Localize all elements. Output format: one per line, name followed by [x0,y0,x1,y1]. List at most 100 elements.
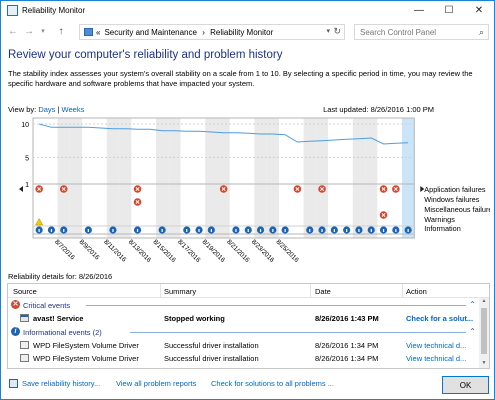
check-solution-link[interactable]: Check for a solut... [406,314,474,323]
search-icon[interactable]: ⌕ [478,27,484,37]
view-technical-details-link[interactable]: View technical d... [406,341,467,350]
view-technical-details-link[interactable]: View technical d... [406,354,467,363]
information-event-icon-mark [50,229,53,232]
chart-day-column[interactable] [156,118,169,238]
chart-day-column[interactable] [266,118,279,238]
save-reliability-history-link[interactable]: Save reliability history... [22,379,101,388]
scroll-left-icon[interactable] [19,186,23,192]
chart-day-column[interactable] [242,118,255,238]
scroll-up-icon[interactable]: ▲ [481,298,487,304]
chart-day-column[interactable] [192,118,206,238]
column-divider[interactable] [402,284,403,298]
chart-day-column[interactable] [279,118,292,238]
chart-day-column[interactable] [328,118,341,238]
check-for-solutions-link[interactable]: Check for solutions to all problems ... [211,379,334,388]
chart-day-column[interactable] [229,118,243,238]
view-all-problem-reports-link[interactable]: View all problem reports [116,379,197,388]
ok-button[interactable]: OK [442,376,489,394]
informational-events-group[interactable]: i Informational events (2) ⌃ [8,326,478,338]
x-tick-label: 8/15/2016 [151,238,177,264]
table-row[interactable]: avast! Service Stopped working 8/26/2016… [8,312,478,324]
save-icon [9,379,18,388]
information-event-icon-mark [38,229,40,232]
column-header-action[interactable]: Action [406,287,427,296]
chart-day-column[interactable] [377,118,390,238]
forward-button[interactable]: → [24,26,34,37]
column-divider[interactable] [160,284,161,298]
breadcrumb-reliability-monitor[interactable]: Reliability Monitor [210,28,274,37]
chart-day-column[interactable] [291,118,304,238]
address-dropdown-icon[interactable]: ▾ [326,28,330,35]
search-box[interactable]: ⌕ [354,24,489,40]
chart-day-column[interactable] [119,118,132,238]
breadcrumb-overflow-icon[interactable]: « [96,28,101,37]
information-event-icon-mark [247,229,249,232]
search-input[interactable] [355,25,470,39]
chart-day-column[interactable] [217,118,230,238]
chart-day-column[interactable] [340,118,353,238]
scrollbar-thumb[interactable] [481,308,487,354]
column-header-date[interactable]: Date [315,287,331,296]
chart-day-column[interactable] [33,118,46,238]
view-separator: | [57,105,60,114]
chart-day-column[interactable] [45,118,58,238]
vertical-scrollbar[interactable]: ▲ ▼ [479,298,489,368]
reliability-details-table: Source Summary Date ⌃ Action ✕ Critical … [7,283,490,369]
chart-day-column[interactable] [205,118,218,238]
scroll-down-icon[interactable]: ▼ [481,360,487,366]
y-tick-label: 5 [25,155,29,162]
critical-events-group[interactable]: ✕ Critical events ⌃ [8,299,478,311]
table-row[interactable]: WPD FileSystem Volume Driver Successful … [8,339,478,351]
chart-day-column[interactable] [94,118,107,238]
column-header-source[interactable]: Source [13,287,37,296]
chart-day-column[interactable] [389,118,402,238]
recent-locations-icon[interactable]: ▾ [41,28,45,35]
stability-chart[interactable]: 10 5 1 8/7/2016 8/9/2016 8/11/2016 8/13/2016 8/… [7,116,490,266]
column-header-summary[interactable]: Summary [164,287,197,296]
information-event-icon-mark [284,229,286,232]
address-box[interactable]: «Security and Maintenance › Reliability … [79,24,345,40]
maximize-button[interactable]: ☐ [444,5,454,16]
close-button[interactable]: ✕ [474,5,484,16]
warning-event-icon[interactable] [35,217,44,226]
chart-day-column[interactable] [131,118,144,238]
back-button[interactable]: ← [8,26,18,37]
view-weeks-link[interactable]: Weeks [61,105,85,114]
chart-day-column[interactable] [365,118,378,238]
information-event-icon-mark [259,229,262,232]
chart-day-column[interactable] [57,118,70,238]
chart-day-column[interactable] [254,118,267,238]
column-divider[interactable] [310,284,311,298]
minimize-button[interactable]: — [414,5,424,16]
collapse-chevron-icon[interactable]: ⌃ [469,300,476,309]
x-tick-label: 8/9/2016 [78,238,101,261]
chart-day-column[interactable] [180,118,193,238]
information-event-icon-mark [136,229,139,232]
up-button[interactable]: ↑ [58,26,64,37]
chart-day-column[interactable] [143,118,156,238]
address-bar-row: ← → ▾ ↑ «Security and Maintenance › Reli… [1,22,494,42]
chart-day-column[interactable] [402,118,415,238]
chart-day-column[interactable] [315,118,329,238]
information-event-icon-mark [272,229,274,232]
chart-day-column[interactable] [82,118,95,238]
view-days-link[interactable]: Days [38,105,56,114]
chart-day-column[interactable] [303,118,316,238]
legend-category-label: Warnings [424,215,455,224]
collapse-chevron-icon[interactable]: ⌃ [469,327,476,336]
breadcrumb-security-maintenance[interactable]: Security and Maintenance [104,28,197,37]
y-tick-label: 1 [25,182,29,189]
chart-day-column[interactable] [352,118,366,238]
chart-day-column[interactable] [69,118,83,238]
chart-day-column[interactable] [168,118,181,238]
footer: Save reliability history... View all pro… [1,373,494,399]
table-row[interactable]: WPD FileSystem Volume Driver Successful … [8,352,478,364]
application-failure-icon-mark [295,187,300,191]
x-tick-label: 8/13/2016 [127,238,153,264]
scroll-right-icon[interactable] [420,186,425,192]
refresh-icon[interactable]: ↻ [333,26,341,36]
stability-index-line [38,123,409,145]
row-source: WPD FileSystem Volume Driver [33,341,139,350]
chart-day-column[interactable] [106,118,120,238]
